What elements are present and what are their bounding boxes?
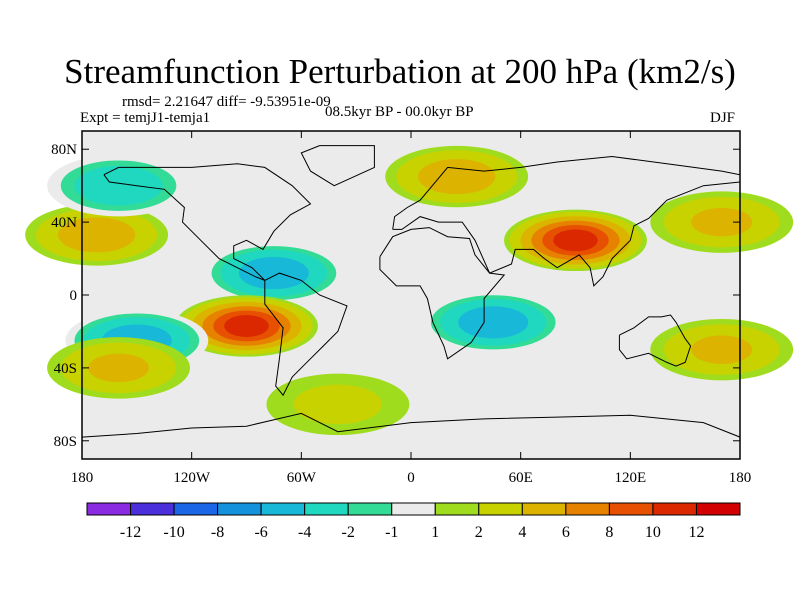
x-tick-label: 120E: [614, 470, 646, 486]
x-tick-label: 60E: [509, 470, 533, 486]
contour-blob: [247, 260, 300, 286]
x-tick-label: 0: [407, 470, 415, 486]
period-text: 08.5kyr BP - 00.0kyr BP: [325, 104, 474, 120]
coastline-layer: [82, 145, 740, 438]
coast-eurasia: [392, 155, 740, 287]
chart-title: Streamfunction Perturbation at 200 hPa (…: [64, 52, 736, 91]
y-tick-label: 80N: [51, 142, 77, 158]
coast-south-america: [264, 272, 348, 397]
y-tick-label: 40N: [51, 215, 77, 231]
expt-text: Expt = temjJ1-temja1: [80, 110, 211, 126]
y-tick-label: 40S: [54, 361, 77, 377]
contour-blob: [88, 353, 150, 383]
contour-blob: [68, 221, 125, 249]
contour-blob: [691, 207, 753, 237]
contour-blob: [467, 309, 520, 335]
x-tick-label: 180: [71, 470, 94, 486]
x-tick-label: 120W: [173, 470, 211, 486]
contour-blob: [293, 384, 383, 425]
coast-antarctica: [82, 412, 740, 438]
contour-blob: [224, 315, 269, 337]
coast-australia: [618, 314, 692, 367]
contour-blob: [428, 163, 485, 190]
coast-greenland: [300, 145, 375, 187]
x-tick-label: 60W: [287, 470, 317, 486]
coast-north-america: [103, 163, 312, 281]
rmsd-text: rmsd= 2.21647 diff= -9.53951e-09: [122, 94, 331, 110]
contour-blob: [553, 229, 598, 252]
season-label: DJF: [710, 110, 736, 126]
y-tick-label: 0: [70, 288, 78, 304]
contour-blob: [691, 335, 753, 364]
coast-africa: [379, 227, 506, 360]
contour-blob: [88, 171, 150, 200]
y-tick-label: 80S: [54, 434, 77, 450]
x-tick-label: 180: [729, 470, 752, 486]
